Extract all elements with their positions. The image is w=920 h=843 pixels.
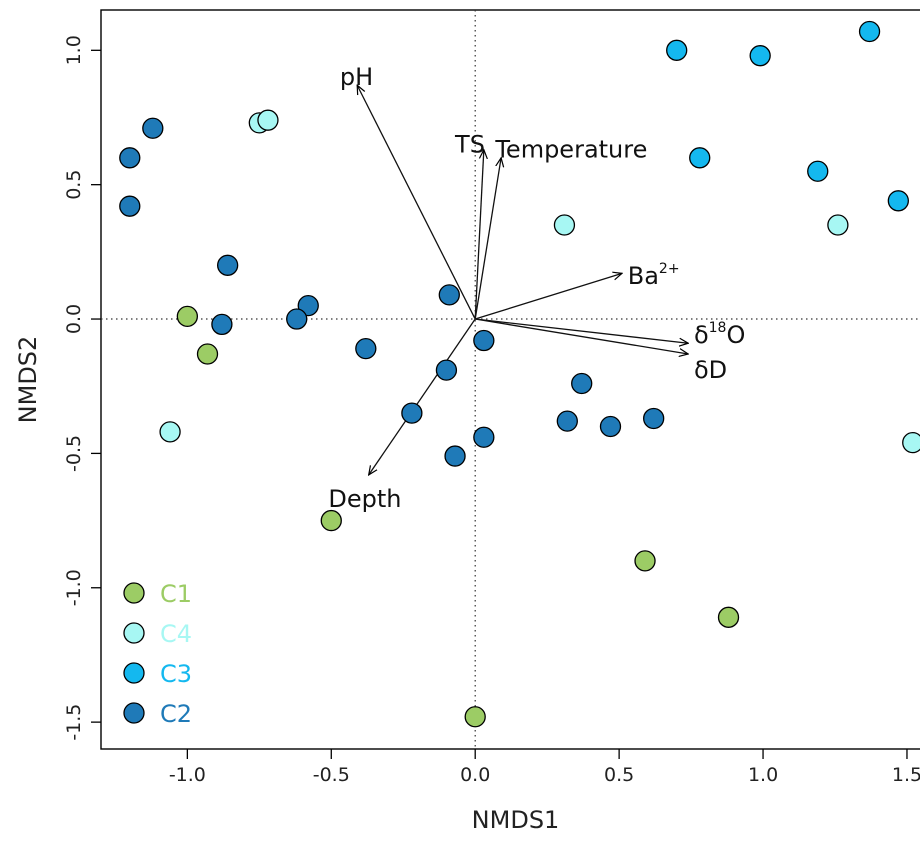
point-c2 xyxy=(297,294,319,317)
vector-label-tail: O xyxy=(726,321,745,349)
y-axis-title: NMDS2 xyxy=(14,336,42,424)
vector-arrow xyxy=(475,318,688,354)
point-c2 xyxy=(119,195,141,217)
x-tick-label: -0.5 xyxy=(313,764,350,786)
vector-label-text: δ xyxy=(694,321,709,349)
legend-swatch xyxy=(123,702,145,724)
reference-lines xyxy=(101,10,920,749)
x-axis-title: NMDS1 xyxy=(472,806,560,834)
vector-label: δD xyxy=(694,356,727,384)
legend-swatch xyxy=(123,662,145,684)
legend-label: C2 xyxy=(160,700,192,728)
point-c3 xyxy=(858,20,881,43)
point-c2 xyxy=(571,372,593,395)
vector-label-text: Ba xyxy=(628,262,659,290)
point-c2 xyxy=(438,284,460,306)
point-c3 xyxy=(689,147,711,169)
point-c2 xyxy=(643,407,665,430)
point-c2 xyxy=(444,445,466,467)
legend: C1 C4 C3 C2 xyxy=(123,580,192,728)
point-c1 xyxy=(464,706,486,728)
vector-arrow xyxy=(475,318,688,343)
point-c2 xyxy=(473,329,495,352)
vector-label: Ba2+ xyxy=(628,261,680,290)
point-c2 xyxy=(401,402,423,424)
legend-label: C3 xyxy=(160,660,192,688)
point-c3 xyxy=(887,190,909,212)
vector-arrow xyxy=(474,150,484,320)
point-c4 xyxy=(902,432,920,454)
vector-label: Temperature xyxy=(494,136,647,164)
point-c1 xyxy=(634,550,656,572)
point-c1 xyxy=(196,343,219,365)
vector-arrow xyxy=(357,85,476,320)
x-tick-label: 0.5 xyxy=(604,764,634,786)
point-c2 xyxy=(556,410,578,432)
legend-label: C1 xyxy=(160,580,192,608)
point-c2 xyxy=(435,359,458,381)
vector-label-text: pH xyxy=(340,63,373,91)
point-c3 xyxy=(807,160,829,182)
vector-label: TS xyxy=(454,130,485,158)
legend-swatch xyxy=(123,582,145,604)
point-c2 xyxy=(217,254,239,276)
y-tick-label: 0.0 xyxy=(63,304,85,334)
point-c2 xyxy=(119,147,141,169)
point-c2 xyxy=(211,313,233,336)
point-c3 xyxy=(666,39,688,61)
point-c1 xyxy=(320,509,342,532)
x-tick-label: 1.5 xyxy=(892,764,920,786)
axis-ticks: -1.0 -0.5 0.0 0.5 1.0 1.5 -1.5 -1.0 -0.5 0.0 0.5 1.… xyxy=(63,35,920,786)
point-c4 xyxy=(159,421,181,443)
x-tick-label: 1.0 xyxy=(748,764,778,786)
point-c2 xyxy=(286,308,308,330)
y-tick-label: -1.0 xyxy=(63,569,85,606)
vector-label: δ18O xyxy=(694,320,745,349)
vector-label-text: Temperature xyxy=(494,136,647,164)
point-c3 xyxy=(749,45,771,67)
vector-label-text: TS xyxy=(454,130,485,158)
plot-frame xyxy=(100,9,920,750)
point-c2 xyxy=(599,415,622,438)
y-tick-label: 0.5 xyxy=(63,170,85,200)
vector-label: Depth xyxy=(328,485,401,513)
vector-label-text: Depth xyxy=(328,485,401,513)
y-tick-label: -1.5 xyxy=(63,704,85,741)
y-tick-label: -0.5 xyxy=(63,435,85,472)
y-tick-label: 1.0 xyxy=(63,35,85,65)
point-c4 xyxy=(827,214,849,236)
legend-label: C4 xyxy=(160,620,192,648)
point-c1 xyxy=(717,606,740,628)
vector-arrow xyxy=(475,273,622,320)
data-points xyxy=(119,20,920,728)
point-c2 xyxy=(355,337,377,360)
legend-swatch xyxy=(123,622,145,644)
point-c2 xyxy=(142,117,164,139)
point-c4 xyxy=(553,214,576,236)
vector-label-text: δD xyxy=(694,356,727,384)
vector-label-sup: 2+ xyxy=(659,261,680,277)
vector-arrow xyxy=(474,158,501,320)
point-c4 xyxy=(257,109,279,131)
vector-arrow xyxy=(369,318,476,475)
point-c2 xyxy=(473,426,495,448)
vector-label-sup: 18 xyxy=(709,320,727,336)
x-tick-label: 0.0 xyxy=(460,764,490,786)
x-tick-label: -1.0 xyxy=(169,764,206,786)
vector-label: pH xyxy=(340,63,373,91)
point-c1 xyxy=(176,305,199,327)
